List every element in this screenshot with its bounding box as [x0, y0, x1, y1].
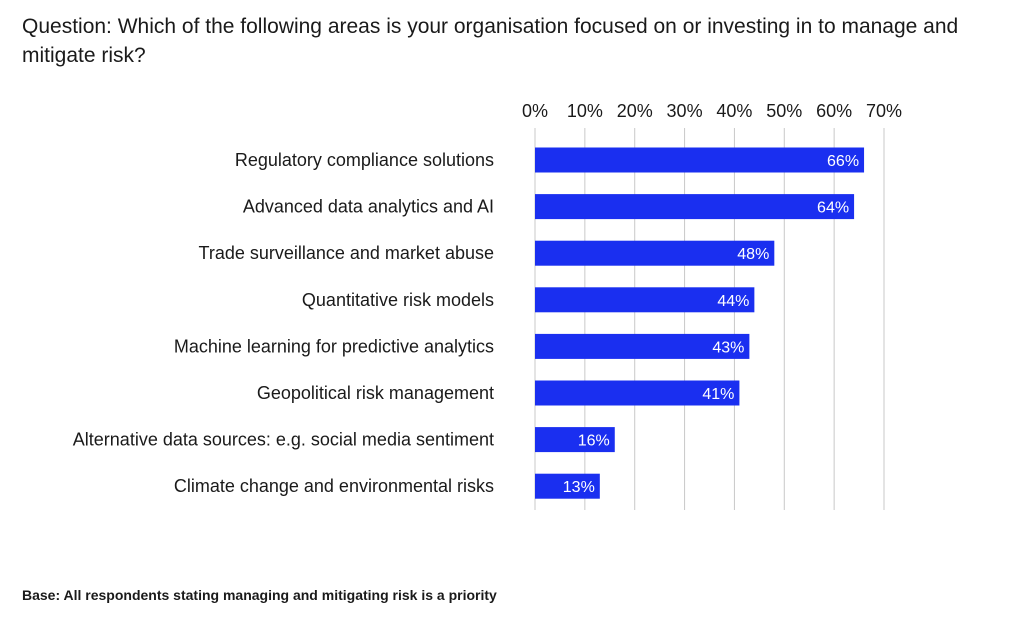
bar	[535, 473, 600, 499]
category-label: Advanced data analytics and AI	[243, 197, 494, 217]
x-tick-label: 30%	[667, 101, 703, 121]
x-tick-label: 0%	[522, 101, 548, 121]
x-tick-label: 10%	[567, 101, 603, 121]
x-tick-label: 60%	[816, 101, 852, 121]
bars	[535, 147, 865, 499]
data-label: 66%	[827, 153, 859, 170]
category-label: Geopolitical risk management	[257, 383, 494, 403]
x-tick-label: 20%	[617, 101, 653, 121]
x-tick-label: 40%	[716, 101, 752, 121]
bar	[535, 240, 775, 266]
data-label: 48%	[737, 246, 769, 263]
category-label: Quantitative risk models	[302, 290, 494, 310]
base-footnote: Base: All respondents stating managing a…	[22, 587, 497, 603]
bar	[535, 194, 855, 220]
bar	[535, 287, 755, 313]
category-label: Trade surveillance and market abuse	[199, 243, 495, 263]
chart-question-title: Question: Which of the following areas i…	[22, 15, 959, 67]
bar	[535, 380, 740, 406]
bar-chart: 0% 10% 20% 30% 40% 50% 60% 70% Regulatory compl…	[73, 101, 902, 510]
x-tick-label: 50%	[766, 101, 802, 121]
value-labels: 66% 64% 48% 44% 43% 41% 16% 13%	[563, 153, 859, 496]
category-label: Regulatory compliance solutions	[235, 150, 494, 170]
data-label: 43%	[712, 339, 744, 356]
data-label: 41%	[702, 386, 734, 403]
category-label: Alternative data sources: e.g. social me…	[73, 430, 494, 450]
data-label: 64%	[817, 200, 849, 217]
bar	[535, 333, 750, 359]
data-label: 16%	[578, 433, 610, 450]
x-tick-label: 70%	[866, 101, 902, 121]
category-label: Machine learning for predictive analytic…	[174, 336, 494, 356]
category-label: Climate change and environmental risks	[174, 476, 494, 496]
category-labels: Regulatory compliance solutions Advanced …	[73, 150, 494, 496]
x-axis-ticks: 0% 10% 20% 30% 40% 50% 60% 70%	[522, 101, 902, 121]
data-label: 44%	[717, 293, 749, 310]
data-label: 13%	[563, 479, 595, 496]
bar	[535, 427, 615, 453]
bar	[535, 147, 865, 173]
gridlines	[534, 128, 885, 510]
